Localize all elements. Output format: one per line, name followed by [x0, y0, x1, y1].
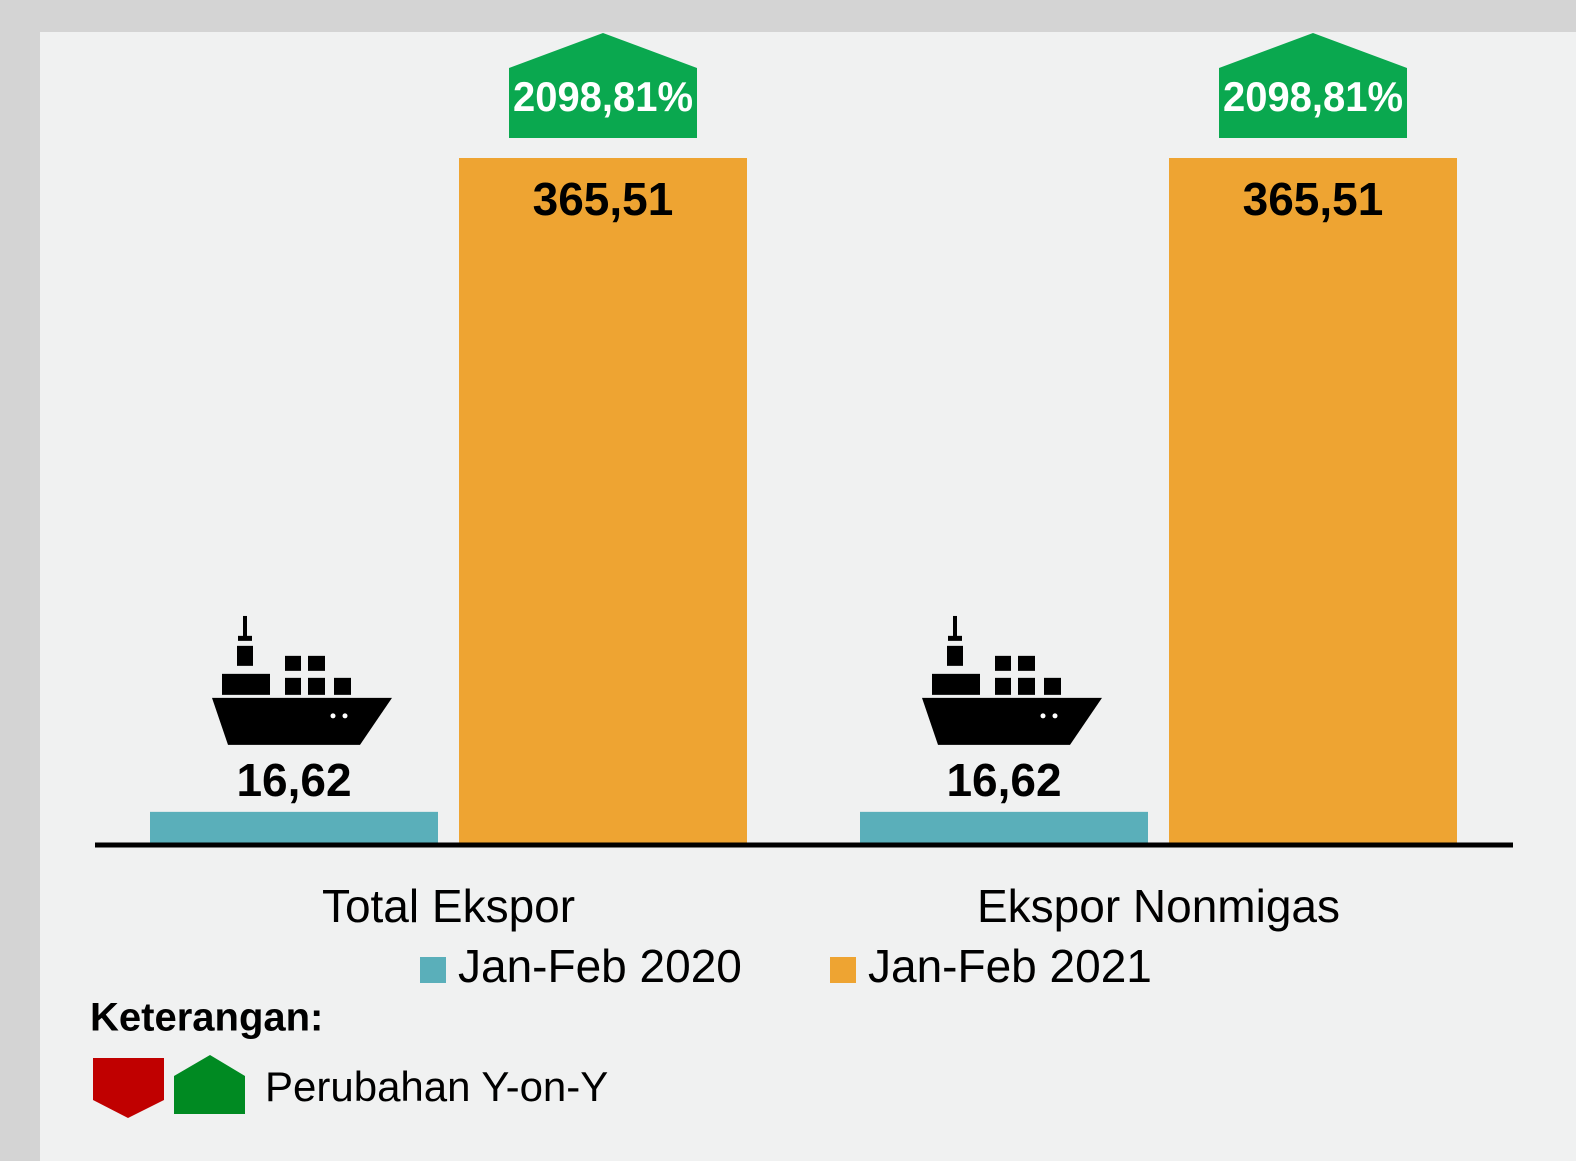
legend-swatch [830, 957, 856, 983]
value-label: 365,51 [533, 173, 674, 225]
legend-down-arrow [93, 1058, 164, 1118]
change-label: 2098,81% [1223, 73, 1403, 120]
legend-label: Jan-Feb 2020 [458, 940, 742, 992]
value-label: 16,62 [946, 754, 1061, 806]
x-tick-label: Total Ekspor [322, 880, 575, 932]
value-label: 16,62 [236, 754, 351, 806]
legend-title: Keterangan: [90, 996, 323, 1040]
bar [150, 811, 438, 843]
change-arrow [509, 33, 697, 138]
value-label: 365,51 [1243, 173, 1384, 225]
x-tick-label: Ekspor Nonmigas [977, 880, 1340, 932]
legend-up-arrow [174, 1055, 245, 1114]
bar [459, 158, 747, 843]
bar [860, 811, 1148, 843]
legend-label: Jan-Feb 2021 [868, 940, 1152, 992]
change-arrow [1219, 33, 1407, 138]
legend-swatch [420, 957, 446, 983]
change-label: 2098,81% [513, 73, 693, 120]
bar [1169, 158, 1457, 843]
legend-note: Perubahan Y-on-Y [265, 1063, 608, 1110]
